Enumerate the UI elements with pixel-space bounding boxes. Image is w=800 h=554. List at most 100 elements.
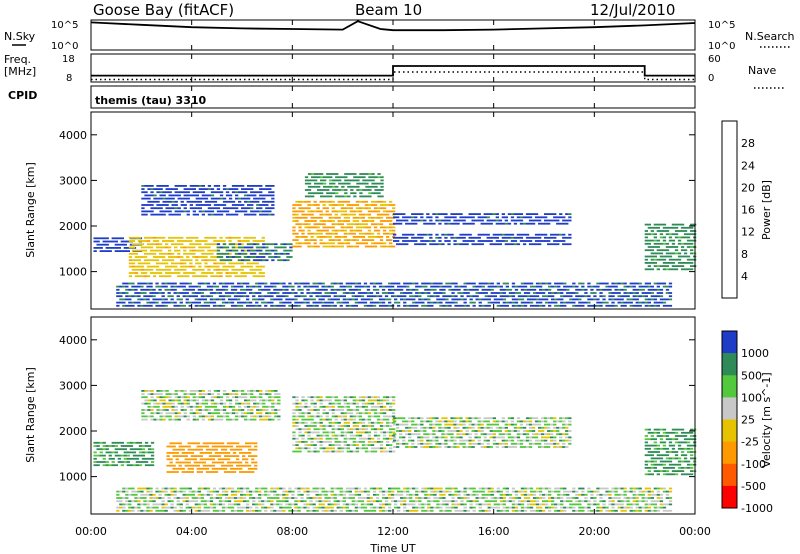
heatmap-cell [465, 233, 469, 236]
heatmap-cell [644, 435, 648, 437]
heatmap-cell [268, 191, 272, 194]
heatmap-cell [659, 249, 664, 252]
heatmap-cell [144, 409, 148, 411]
heatmap-cell [438, 240, 442, 242]
heatmap-cell [328, 216, 332, 219]
heatmap-cell [456, 222, 460, 225]
heatmap-cell [165, 415, 169, 418]
heatmap-cell [200, 282, 204, 285]
heatmap-cell [457, 304, 461, 307]
heatmap-cell [238, 185, 242, 187]
heatmap-cell [569, 295, 573, 298]
heatmap-cell [575, 292, 579, 294]
heatmap-cell [614, 282, 618, 285]
heatmap-cell [253, 405, 257, 408]
heatmap-cell [253, 256, 257, 258]
heatmap-cell [170, 301, 174, 304]
heatmap-cell [367, 210, 372, 213]
heatmap-cell [644, 282, 648, 285]
heatmap-cell [120, 464, 124, 467]
heatmap-cell [236, 458, 240, 461]
heatmap-cell [380, 179, 384, 182]
heatmap-cell [356, 182, 360, 185]
heatmap-cell [513, 442, 518, 445]
heatmap-cell [295, 428, 299, 431]
heatmap-cell [462, 423, 466, 426]
heatmap-cell [346, 402, 350, 405]
heatmap-cell [364, 242, 369, 245]
heatmap-cell [259, 415, 263, 418]
heatmap-cell [349, 431, 353, 434]
heatmap-cell [460, 292, 464, 294]
heatmap-cell [674, 246, 679, 248]
heatmap-cell [111, 461, 115, 463]
heatmap-cell [686, 441, 691, 444]
heatmap-cell [220, 442, 225, 445]
heatmap-cell [516, 213, 521, 215]
heatmap-cell [487, 301, 491, 304]
heatmap-cell [560, 295, 564, 298]
heatmap-cell [376, 242, 381, 245]
heatmap-cell [180, 396, 184, 399]
heatmap-cell [207, 405, 212, 408]
heatmap-cell [563, 288, 567, 291]
heatmap-cell [331, 207, 335, 210]
heatmap-cell [438, 423, 442, 426]
heatmap-cell [638, 295, 642, 298]
heatmap-cell [231, 405, 236, 408]
heatmap-cell [562, 433, 566, 436]
heatmap-cell [244, 405, 248, 408]
heatmap-cell [653, 447, 657, 450]
heatmap-cell [128, 240, 133, 242]
heatmap-cell [141, 451, 146, 454]
heatmap-cell [192, 207, 196, 210]
heatmap-cell [331, 444, 335, 446]
heatmap-cell [193, 455, 197, 457]
heatmap-cell [396, 426, 400, 429]
heatmap-cell [477, 236, 481, 239]
heatmap-cell [510, 417, 515, 420]
heatmap-cell [417, 243, 421, 246]
heatmap-cell [102, 240, 106, 243]
heatmap-cell [453, 426, 457, 429]
heatmap-cell [238, 252, 242, 255]
heatmap-cell [331, 245, 335, 248]
heatmap-cell [668, 262, 673, 264]
heatmap-cell [225, 405, 230, 408]
heatmap-cell [352, 415, 356, 418]
heatmap-cell [392, 441, 396, 443]
heatmap-cell [489, 236, 493, 239]
heatmap-cell [340, 415, 344, 418]
heatmap-cell [213, 402, 218, 405]
heatmap-cell [208, 458, 213, 461]
heatmap-cell [323, 189, 327, 191]
heatmap-cell [252, 236, 256, 239]
heatmap-cell [382, 399, 387, 402]
heatmap-cell [128, 487, 132, 490]
heatmap-cell [445, 304, 449, 307]
heatmap-cell [408, 417, 412, 420]
heatmap-cell [292, 425, 296, 427]
heatmap-cell [462, 219, 466, 222]
heatmap-cell [292, 216, 296, 219]
heatmap-cell [544, 417, 548, 420]
heatmap-cell [686, 226, 691, 229]
heatmap-cell [96, 461, 100, 463]
heatmap-cell [256, 200, 260, 203]
heatmap-cell [538, 439, 542, 442]
heatmap-cell [498, 240, 502, 242]
heatmap-cell [168, 415, 172, 418]
heatmap-cell [379, 207, 384, 210]
heatmap-cell [250, 415, 254, 418]
heatmap-cell [575, 295, 579, 298]
heatmap-cell [198, 191, 202, 194]
heatmap-cell [686, 242, 691, 245]
heatmap-cell [304, 182, 309, 185]
heatmap-cell [128, 509, 132, 512]
heatmap-cell [169, 458, 173, 461]
heatmap-cell [650, 252, 654, 255]
heatmap-cell [222, 240, 226, 242]
heatmap-cell [389, 226, 393, 229]
heatmap-cell [423, 436, 427, 439]
heatmap-cell [149, 243, 154, 246]
